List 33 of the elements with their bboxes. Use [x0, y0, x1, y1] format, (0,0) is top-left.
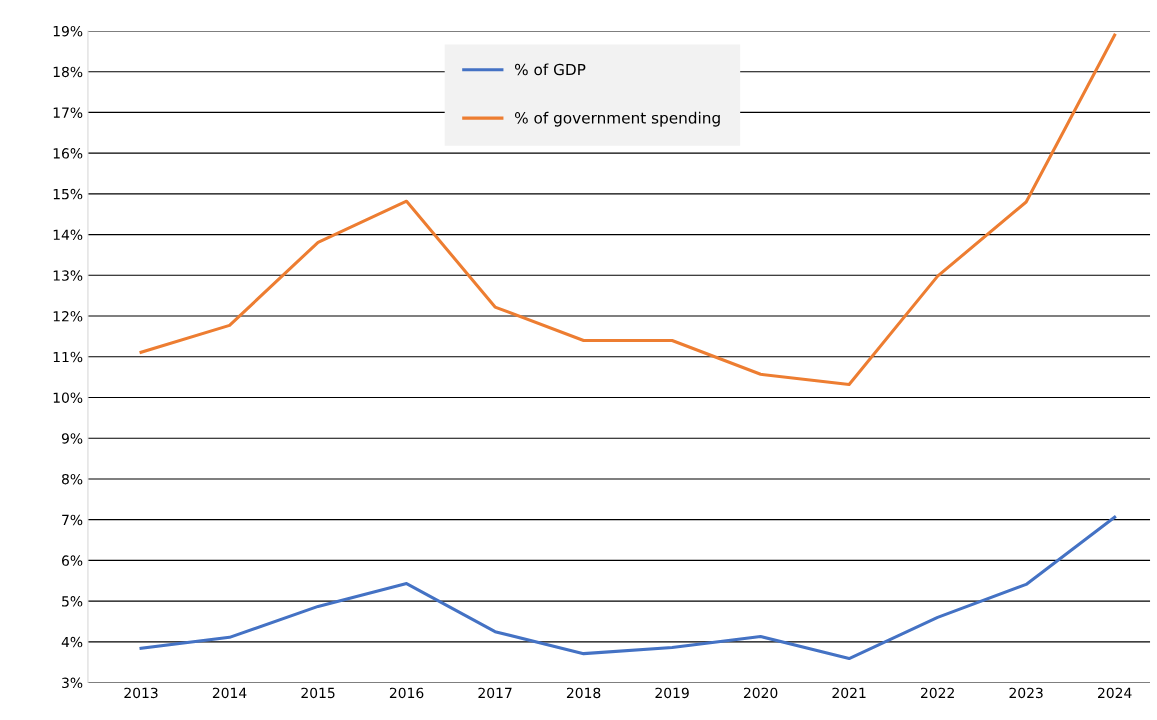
x-tick-label: 2022	[920, 687, 954, 699]
y-tick-label: 8%	[61, 473, 83, 485]
y-tick-label: 17%	[53, 107, 83, 118]
x-tick-label: 2020	[743, 687, 778, 699]
y-tick-label: 14%	[53, 229, 83, 241]
x-tick-label: 2021	[832, 687, 866, 699]
y-tick-label: 7%	[62, 514, 83, 526]
y-tick-label: 4%	[61, 636, 83, 648]
y-tick-label: 5%	[62, 596, 83, 607]
y-tick-label: 13%	[53, 270, 83, 281]
y-tick-label: 16%	[53, 148, 83, 159]
x-tick-label: 2023	[1009, 687, 1043, 699]
line-series	[139, 33, 1117, 386]
line-series	[139, 515, 1117, 661]
x-tick-label: 2017	[478, 687, 512, 699]
legend-label: % of government spending	[514, 111, 720, 127]
x-tick-label: 2016	[389, 687, 424, 699]
y-tick-label: 11%	[53, 351, 83, 363]
y-tick-label: 6%	[62, 555, 83, 566]
y-tick-label: 3%	[62, 677, 83, 689]
x-tick-label: 2015	[301, 687, 335, 699]
x-tick-label: 2013	[124, 687, 158, 699]
y-tick-label: 18%	[53, 66, 83, 78]
y-tick-label: 12%	[53, 311, 83, 322]
y-tick-label: 9%	[61, 433, 83, 444]
x-tick-label: 2018	[566, 687, 601, 699]
y-tick-label: 10%	[53, 392, 83, 403]
x-tick-label: 2024	[1098, 687, 1132, 699]
legend-label: % of GDP	[514, 63, 586, 76]
y-tick-label: 15%	[53, 188, 83, 200]
y-tick-label: 19%	[53, 25, 83, 37]
x-tick-label: 2019	[655, 687, 689, 699]
x-tick-label: 2014	[212, 687, 247, 699]
